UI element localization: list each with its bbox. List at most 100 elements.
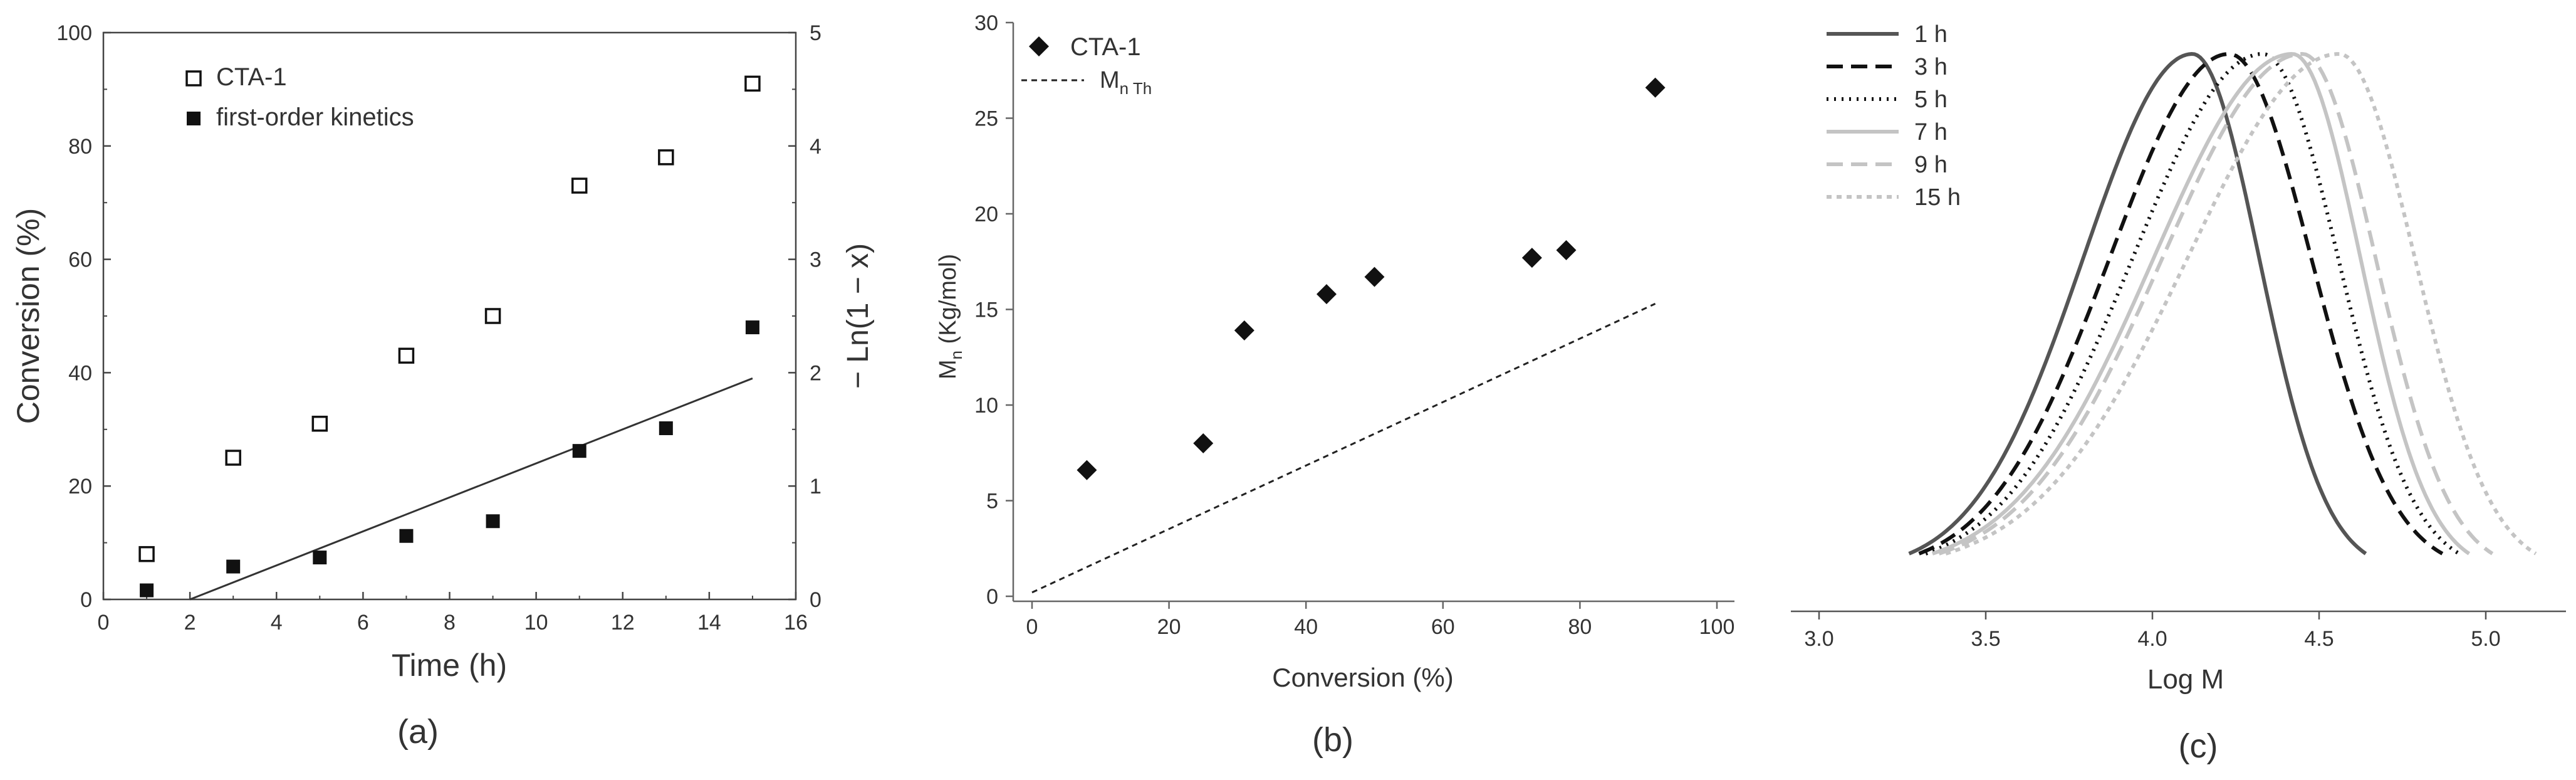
a-kinetics-point (486, 514, 500, 529)
legend-marker-diamond (1029, 36, 1049, 56)
b-mn-point (1556, 240, 1577, 260)
a-y2-tick-label: 4 (810, 135, 821, 159)
panel-b-axes (1012, 23, 1734, 603)
c-legend-label: 15 h (1914, 184, 1961, 211)
panel-b-caption: (b) (1312, 721, 1353, 759)
panel-a-caption: (a) (397, 713, 439, 751)
panel-b-y-label: Mn (Kg/mol) (935, 254, 966, 379)
panel-b-y-label-main: M (935, 359, 961, 379)
legend-label-mn-th-main: M (1100, 67, 1120, 93)
panel-b-legend: CTA-1 Mn Th (1021, 33, 1152, 98)
a-x-tick-label: 2 (184, 611, 196, 635)
a-x-tick-label: 0 (98, 611, 110, 635)
panel-b-y-label-sub: n (947, 350, 966, 359)
panel-c-x-ticks: 3.0 3.5 4.0 4.5 5.0 (1804, 611, 2501, 651)
a-conversion-point (484, 308, 501, 324)
a-fit-line (189, 377, 753, 601)
panel-c-x-label: Log M (2147, 664, 2224, 695)
a-y-tick-label: 80 (68, 135, 92, 159)
c-curve-15h (1945, 52, 2537, 556)
b-x-tick-label: 100 (1699, 615, 1735, 639)
legend-marker-filled-square (187, 112, 201, 125)
legend-label-cta1-b: CTA-1 (1070, 33, 1141, 61)
b-mn-point (1521, 248, 1542, 268)
b-mn-point (1364, 266, 1385, 287)
c-x-tick-label: 3.5 (1971, 627, 2000, 651)
c-legend-label: 1 h (1914, 21, 1948, 48)
panel-b-x-ticks: 0 20 40 60 80 100 (1026, 601, 1735, 639)
legend-label-mn-th-sub: n Th (1120, 79, 1152, 98)
c-x-tick-label: 4.5 (2304, 627, 2334, 651)
panel-a-y-ticks: 0 20 40 60 80 100 (56, 21, 111, 612)
b-x-tick-label: 40 (1294, 615, 1318, 639)
panel-a-frame (102, 31, 797, 601)
panel-a-series (138, 75, 761, 601)
a-x-tick-label: 10 (524, 611, 548, 635)
b-mn-point (1234, 320, 1254, 341)
b-y-tick-label: 10 (974, 394, 998, 418)
a-x-tick-label: 12 (611, 611, 635, 635)
legend-label-cta1: CTA-1 (216, 63, 287, 91)
a-kinetics-point (226, 559, 241, 574)
a-y2-tick-label: 5 (810, 21, 821, 45)
c-curve-7h (1931, 51, 2471, 556)
c-curve-1h (1908, 51, 2367, 556)
a-conversion-point (658, 149, 674, 166)
c-curve-3h (1918, 51, 2444, 556)
c-legend-label: 5 h (1914, 87, 1948, 113)
b-x-tick-label: 60 (1431, 615, 1455, 639)
a-x-tick-label: 16 (784, 611, 808, 635)
panel-a-x-label: Time (h) (392, 648, 507, 683)
a-conversion-point (225, 450, 241, 466)
a-conversion-point (571, 177, 588, 194)
panel-c: 3.0 3.5 4.0 4.5 5.0 1 h 3 h 5 h 7 h 9 h 15 h Log … (1791, 21, 2566, 765)
legend-label-mn-th: Mn Th (1100, 67, 1152, 98)
c-legend-label: 7 h (1914, 119, 1948, 145)
b-x-tick-label: 80 (1568, 615, 1592, 639)
a-x-tick-label: 14 (697, 611, 721, 635)
a-kinetics-point (313, 551, 327, 565)
c-curve-5h (1925, 51, 2461, 556)
b-x-tick-label: 20 (1157, 615, 1181, 639)
panel-b-y-ticks: 0 5 10 15 20 25 30 (974, 11, 1013, 609)
a-kinetics-point (659, 421, 673, 435)
panel-a-y2-label: − Ln(1 − x) (842, 243, 875, 389)
b-x-tick-label: 0 (1026, 615, 1038, 639)
a-y-tick-label: 40 (68, 361, 92, 385)
a-conversion-point (398, 347, 415, 364)
b-mn-point (1193, 433, 1214, 453)
a-y-tick-label: 100 (56, 21, 92, 45)
panel-a-legend: CTA-1 first-order kinetics (185, 63, 414, 131)
b-y-tick-label: 25 (974, 107, 998, 131)
panel-c-legend: 1 h 3 h 5 h 7 h 9 h 15 h (1827, 21, 1961, 211)
a-y-tick-label: 0 (80, 588, 92, 612)
a-y2-tick-label: 2 (810, 361, 821, 385)
panel-b: 0 20 40 60 80 100 0 5 10 15 20 25 30 Conversion (%)… (935, 11, 1734, 759)
b-y-tick-label: 20 (974, 203, 998, 226)
panel-a-y-label: Conversion (%) (11, 208, 46, 424)
b-theory-line (1031, 302, 1656, 594)
c-x-tick-label: 4.0 (2137, 627, 2167, 651)
panel-c-caption: (c) (2179, 727, 2218, 765)
legend-label-first-order: first-order kinetics (216, 103, 414, 131)
c-x-tick-label: 5.0 (2471, 627, 2500, 651)
b-mn-point (1316, 284, 1337, 305)
panel-a-x-ticks: 0 2 4 6 8 10 12 14 16 (98, 592, 808, 635)
a-y2-tick-label: 0 (810, 588, 821, 612)
b-y-tick-label: 15 (974, 298, 998, 322)
b-y-tick-label: 30 (974, 11, 998, 35)
a-x-tick-label: 4 (271, 611, 283, 635)
a-conversion-point (138, 545, 155, 562)
panel-b-series (1031, 77, 1666, 594)
panel-b-x-label: Conversion (%) (1272, 663, 1453, 692)
c-legend-label: 9 h (1914, 152, 1948, 178)
a-kinetics-point (572, 444, 587, 458)
a-x-tick-label: 6 (357, 611, 369, 635)
panel-c-curves (1908, 51, 2537, 556)
a-conversion-point (744, 75, 761, 92)
a-kinetics-point (140, 583, 154, 598)
b-y-tick-label: 5 (986, 490, 998, 514)
panel-a-y2-ticks: 0 1 2 3 4 5 (788, 21, 821, 612)
a-x-tick-label: 8 (444, 611, 456, 635)
